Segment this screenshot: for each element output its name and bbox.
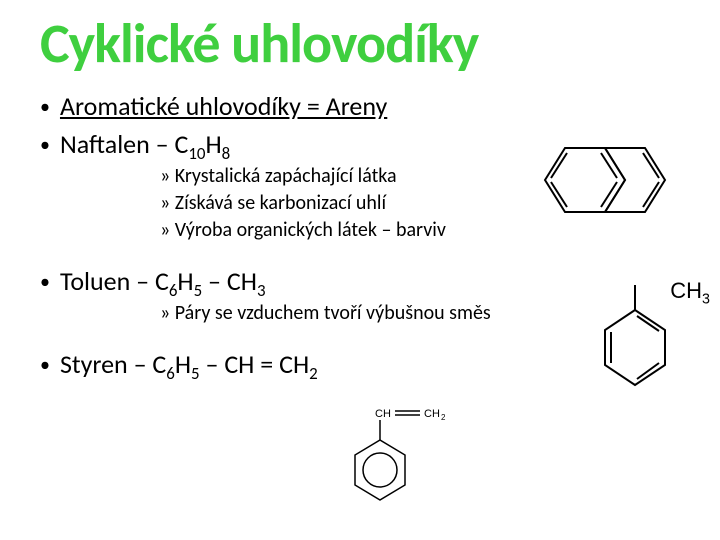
slide-title: Cyklické uhlovodíky <box>0 0 720 86</box>
bullet-level-1: •Aromatické uhlovodíky = Areny <box>40 86 680 124</box>
naphthalene-structure <box>535 138 675 223</box>
svg-text:2: 2 <box>441 413 446 422</box>
bullet-level-1: •Styren – C6H5 – CH = CH2 <box>40 344 680 382</box>
bullet-level-3: » Páry se vzduchem tvoří výbušnou směs <box>40 299 680 326</box>
ch3-label: CH3 <box>670 278 710 304</box>
styrene-structure: CH CH 2 <box>340 405 490 515</box>
toluene-structure <box>590 280 680 400</box>
svg-text:CH: CH <box>424 408 440 420</box>
svg-text:CH: CH <box>375 408 391 420</box>
bullet-level-1: •Toluen – C6H5 – CH3 <box>40 261 680 299</box>
